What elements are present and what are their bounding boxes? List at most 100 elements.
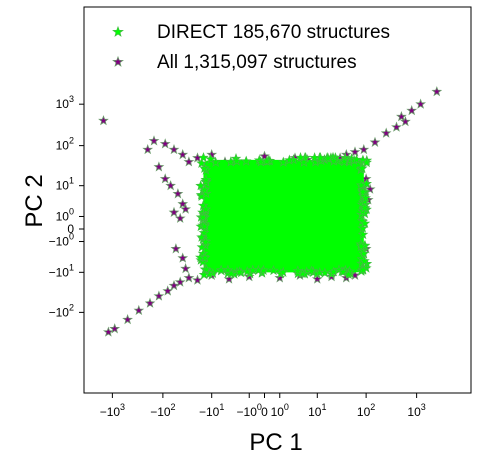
data-point <box>268 264 279 276</box>
data-point <box>351 153 362 165</box>
data-point <box>357 264 369 275</box>
data-point <box>197 211 209 223</box>
data-point <box>292 265 304 276</box>
data-point <box>391 121 402 132</box>
data-point <box>328 266 339 277</box>
data-point <box>174 276 186 287</box>
data-point <box>174 212 186 223</box>
data-point <box>196 157 207 168</box>
data-point <box>261 155 273 166</box>
data-point <box>295 151 306 163</box>
data-point <box>200 174 212 185</box>
data-point <box>369 136 381 147</box>
data-point <box>349 146 361 157</box>
data-point <box>356 162 368 173</box>
x-tick-label: 100 <box>271 402 289 419</box>
x-tick-label: 102 <box>357 402 375 419</box>
data-point <box>198 152 209 163</box>
data-point <box>406 104 418 116</box>
data-point <box>359 202 371 213</box>
data-point <box>415 98 426 109</box>
data-point <box>205 153 217 164</box>
y-tick-label: −102 <box>49 302 74 319</box>
legend-marker-direct <box>112 25 124 37</box>
data-point <box>183 272 195 283</box>
data-point <box>343 268 355 280</box>
data-point <box>153 290 165 301</box>
data-point <box>170 243 182 254</box>
series-direct-points <box>195 151 373 280</box>
data-point <box>204 268 215 279</box>
data-point <box>355 240 367 252</box>
data-point <box>196 231 207 242</box>
data-point <box>159 173 171 184</box>
y-axis-label: PC 2 <box>21 174 48 227</box>
data-point <box>177 252 189 263</box>
x-axis-label: PC 1 <box>249 429 302 456</box>
data-point <box>284 154 295 165</box>
data-point <box>168 206 180 218</box>
data-point <box>159 138 171 149</box>
data-point <box>109 323 121 334</box>
data-point <box>225 268 237 279</box>
data-point <box>200 236 212 247</box>
data-point <box>358 143 370 155</box>
data-point <box>298 156 310 167</box>
data-point <box>328 155 340 166</box>
y-tick-label: 0 <box>67 222 74 236</box>
x-tick-label: 101 <box>308 402 326 419</box>
data-point <box>180 203 191 214</box>
data-point <box>431 86 443 97</box>
data-point <box>148 135 160 146</box>
data-point <box>337 266 349 277</box>
data-point <box>199 220 210 232</box>
legend-label-direct: DIRECT 185,670 structures <box>157 22 390 43</box>
data-point <box>277 266 289 277</box>
data-point <box>133 304 145 316</box>
y-tick-label: −101 <box>49 262 74 279</box>
data-point <box>357 186 369 197</box>
plot-frame <box>83 6 472 394</box>
x-tick-label: −100 <box>237 402 262 419</box>
x-tick-label: 103 <box>407 402 425 419</box>
data-point <box>338 156 350 167</box>
data-point <box>240 155 252 166</box>
data-point <box>98 115 109 126</box>
data-point <box>319 267 331 278</box>
data-point <box>200 263 212 275</box>
y-tick-label: 102 <box>56 136 74 153</box>
data-point <box>177 198 189 209</box>
legend-marker-all <box>112 55 124 67</box>
data-point <box>196 241 208 252</box>
x-axis-ticks: −103 −102 −101 −100 0 100 101 102 103 <box>100 393 426 419</box>
data-point <box>359 217 371 229</box>
y-tick-label: 103 <box>56 94 74 111</box>
data-point <box>198 227 210 238</box>
data-point <box>192 274 203 285</box>
legend-label-all: All 1,315,097 structures <box>157 52 357 73</box>
data-point <box>172 188 184 199</box>
data-point <box>359 255 370 266</box>
x-tick-label: −102 <box>150 402 175 419</box>
data-point <box>197 199 209 211</box>
data-point <box>234 266 245 277</box>
direct-cloud-core <box>203 159 364 273</box>
data-point <box>183 156 195 167</box>
data-point <box>162 285 174 296</box>
data-point <box>231 155 242 166</box>
data-point <box>199 184 211 195</box>
data-point <box>165 180 176 191</box>
data-point <box>361 178 372 189</box>
data-point <box>322 152 334 164</box>
data-point <box>198 269 210 280</box>
data-point <box>199 252 211 263</box>
x-tick-label: −103 <box>100 402 125 419</box>
data-point <box>380 127 392 138</box>
data-point <box>278 156 289 167</box>
data-point <box>306 265 317 276</box>
data-point <box>177 149 189 160</box>
data-point <box>168 279 180 291</box>
data-point <box>144 297 156 308</box>
legend: DIRECT 185,670 structures All 1,315,097 … <box>112 22 390 73</box>
